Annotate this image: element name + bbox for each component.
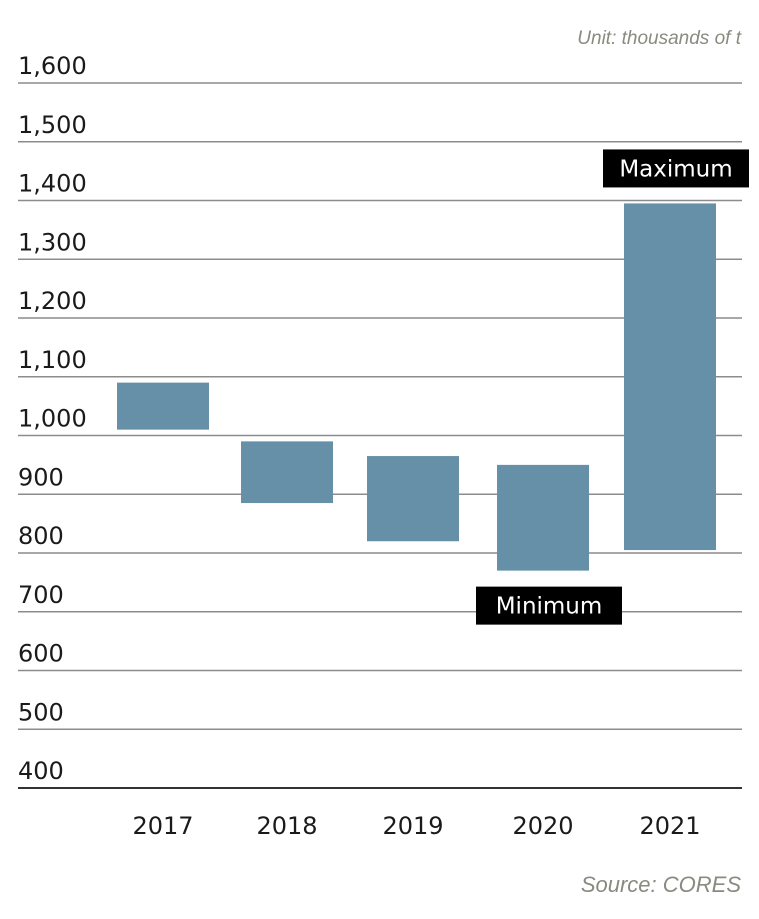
range-bar-2018 [241, 441, 333, 504]
range-bar-2019 [367, 456, 459, 542]
y-axis-tick-labels: 400 500 600 700 800 900 1,000 1,100 1,200 1,300 1,… [18, 52, 87, 785]
callout-label: Minimum [496, 594, 603, 620]
callout-maximum: Maximum [603, 149, 749, 188]
annotations: Maximum Minimum [476, 149, 749, 625]
unit-note: Unit: thousands of t [577, 28, 741, 49]
y-tick-label: 1,400 [18, 170, 87, 198]
x-tick-label-2019: 2019 [382, 812, 443, 840]
callout-box [603, 149, 749, 188]
y-tick-label: 1,600 [18, 52, 87, 80]
x-tick-label-2020: 2020 [512, 812, 573, 840]
x-tick-label-2017: 2017 [132, 812, 193, 840]
range-bar-2017 [117, 382, 209, 430]
y-tick-label: 1,500 [18, 111, 87, 139]
y-tick-label: 900 [18, 463, 64, 491]
y-tick-label: 400 [18, 757, 64, 785]
callout-box [476, 586, 622, 625]
callout-label: Maximum [619, 156, 732, 182]
x-tick-label-2021: 2021 [639, 812, 700, 840]
callout-minimum: Minimum [476, 586, 622, 625]
x-tick-label-2018: 2018 [256, 812, 317, 840]
range-bars [117, 203, 716, 571]
y-tick-label: 1,100 [18, 346, 87, 374]
y-tick-label: 500 [18, 698, 64, 726]
y-tick-label: 1,200 [18, 287, 87, 315]
range-bar-2020 [497, 464, 589, 571]
range-bar-2021 [624, 203, 716, 551]
y-tick-label: 800 [18, 522, 64, 550]
y-tick-label: 700 [18, 581, 64, 609]
y-tick-label: 1,300 [18, 228, 87, 256]
source-note: Source: CORES [580, 872, 741, 897]
x-axis-category-labels: 2017 2018 2019 2020 2021 [132, 812, 700, 840]
y-tick-label: 600 [18, 640, 64, 668]
y-tick-label: 1,000 [18, 405, 87, 433]
